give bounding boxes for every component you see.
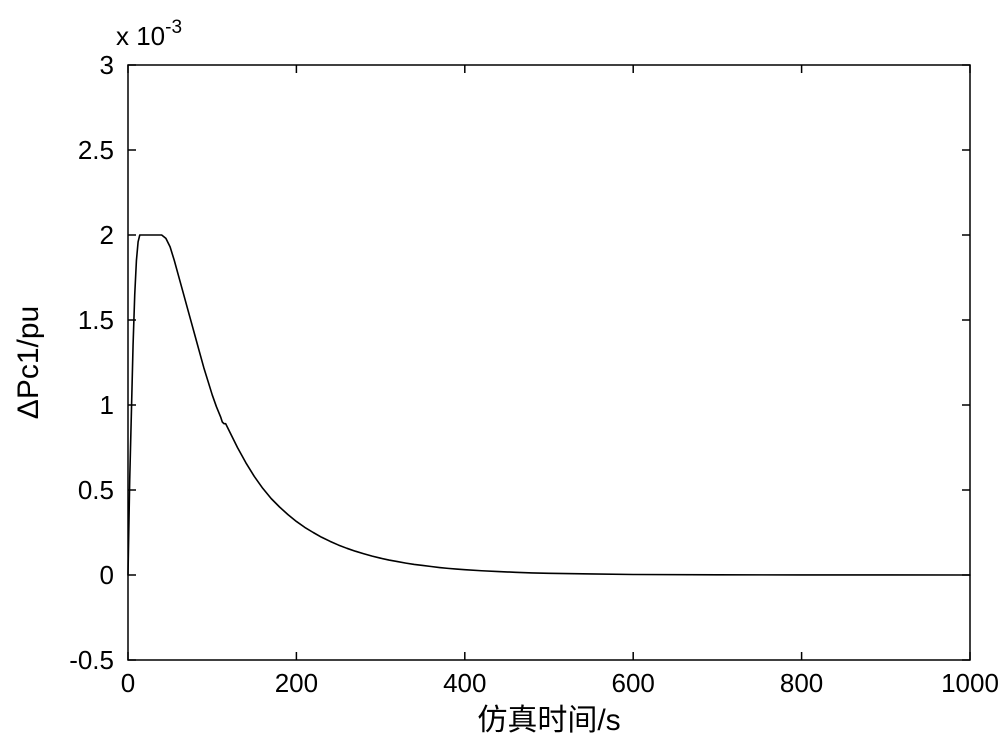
x-tick-label: 400 (443, 668, 486, 698)
x-tick-label: 0 (121, 668, 135, 698)
y-tick-label: 2 (100, 220, 114, 250)
x-tick-label: 200 (275, 668, 318, 698)
y-tick-label: 1 (100, 390, 114, 420)
x-tick-label: 800 (780, 668, 823, 698)
y-tick-label: 0 (100, 560, 114, 590)
chart-background (0, 0, 1000, 751)
y-tick-label: 2.5 (78, 135, 114, 165)
y-tick-label: 3 (100, 50, 114, 80)
y-tick-label: 0.5 (78, 475, 114, 505)
y-axis-label: ΔPc1/pu (12, 306, 45, 419)
y-tick-label: 1.5 (78, 305, 114, 335)
line-chart: 02004006008001000-0.500.511.522.53x 10-3… (0, 0, 1000, 751)
x-tick-label: 1000 (941, 668, 999, 698)
x-axis-label: 仿真时间/s (477, 704, 620, 737)
y-tick-label: -0.5 (69, 645, 114, 675)
x-tick-label: 600 (612, 668, 655, 698)
chart-container: 02004006008001000-0.500.511.522.53x 10-3… (0, 0, 1000, 751)
